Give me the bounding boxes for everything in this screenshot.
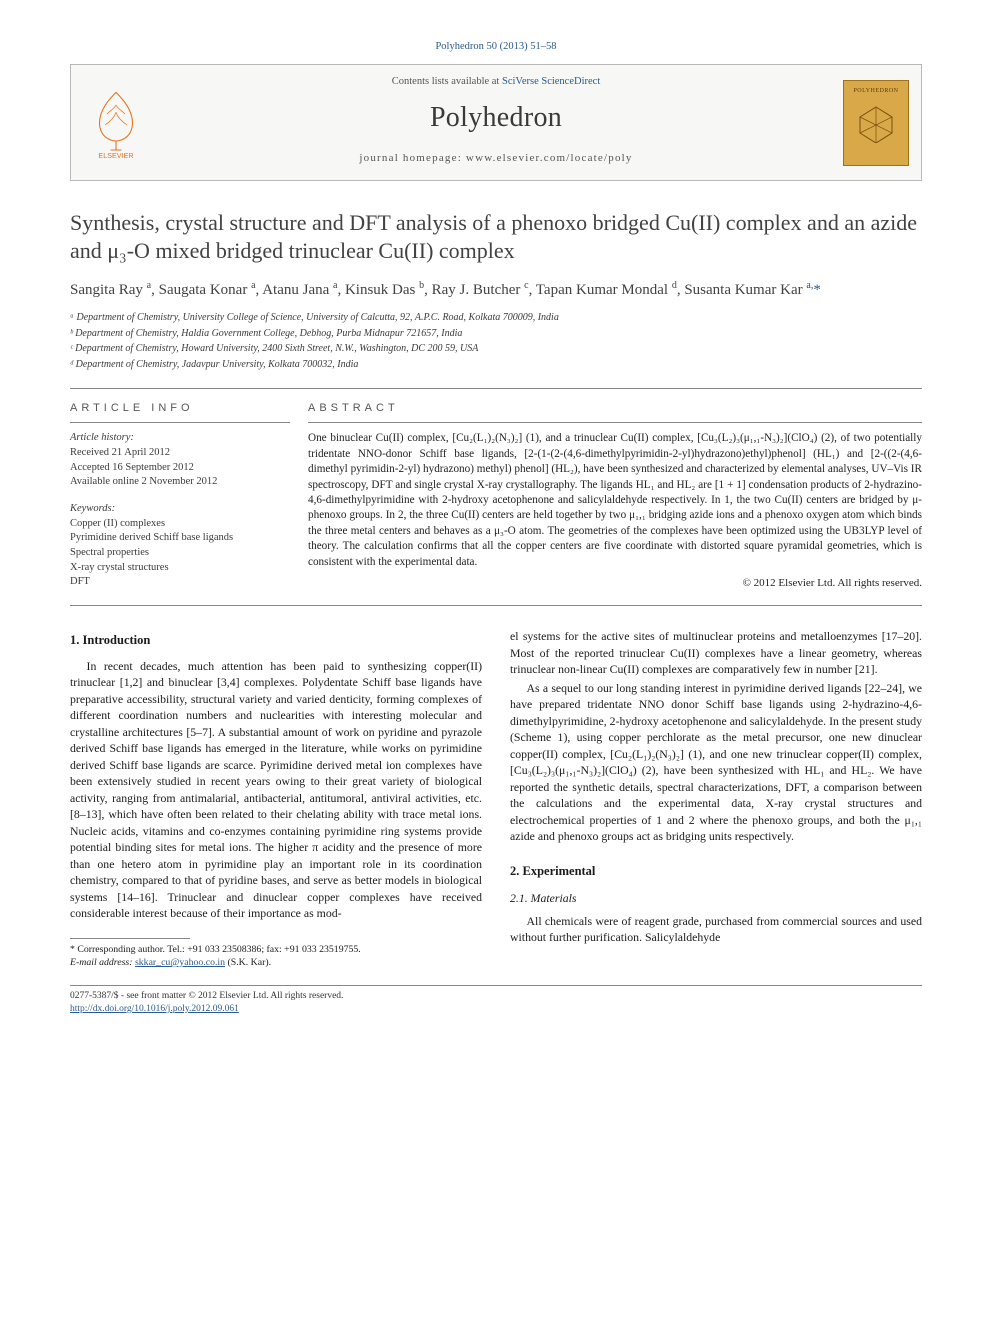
keyword-item: Spectral properties xyxy=(70,546,290,561)
keyword-item: X-ray crystal structures xyxy=(70,561,290,576)
page-footer: 0277-5387/$ - see front matter © 2012 El… xyxy=(70,985,922,1016)
contents-line: Contents lists available at SciVerse Sci… xyxy=(169,75,823,89)
journal-cover-thumb: POLYHEDRON xyxy=(831,65,921,180)
affiliation-line: ᵃ Department of Chemistry, University Co… xyxy=(70,311,922,326)
doi-link[interactable]: http://dx.doi.org/10.1016/j.poly.2012.09… xyxy=(70,1004,239,1014)
cover-title: POLYHEDRON xyxy=(853,87,898,95)
article-info-heading: ARTICLE INFO xyxy=(70,401,290,423)
intro-para-3: As a sequel to our long standing interes… xyxy=(510,680,922,845)
section-heading-experimental: 2. Experimental xyxy=(510,863,922,881)
journal-header: ELSEVIER Contents lists available at Sci… xyxy=(70,64,922,181)
abstract-text: One binuclear Cu(II) complex, [Cu₂(L₁)₂(… xyxy=(308,431,922,570)
keyword-item: DFT xyxy=(70,575,290,590)
affiliation-line: ᶜ Department of Chemistry, Howard Univer… xyxy=(70,342,922,357)
article-info-column: ARTICLE INFO Article history: Received 2… xyxy=(70,389,308,605)
footnote-rule xyxy=(70,938,190,939)
elsevier-word: ELSEVIER xyxy=(98,151,133,159)
abstract-copyright: © 2012 Elsevier Ltd. All rights reserved… xyxy=(308,576,922,591)
homepage-line: journal homepage: www.elsevier.com/locat… xyxy=(169,151,823,166)
accepted-date: Accepted 16 September 2012 xyxy=(70,461,290,476)
received-date: Received 21 April 2012 xyxy=(70,446,290,461)
corresponding-author-footnote: * Corresponding author. Tel.: +91 033 23… xyxy=(70,943,482,969)
keywords-label: Keywords: xyxy=(70,502,290,517)
abstract-column: ABSTRACT One binuclear Cu(II) complex, [… xyxy=(308,389,922,605)
elsevier-tree-icon: ELSEVIER xyxy=(84,87,148,159)
affiliation-line: ᵈ Department of Chemistry, Jadavpur Univ… xyxy=(70,358,922,373)
citation-line: Polyhedron 50 (2013) 51–58 xyxy=(70,40,922,54)
intro-para-1: In recent decades, much attention has be… xyxy=(70,658,482,922)
intro-para-2: el systems for the active sites of multi… xyxy=(510,628,922,678)
subsection-heading-materials: 2.1. Materials xyxy=(510,890,922,907)
keyword-item: Copper (II) complexes xyxy=(70,517,290,532)
affiliation-line: ᵇ Department of Chemistry, Haldia Govern… xyxy=(70,327,922,342)
materials-para-1: All chemicals were of reagent grade, pur… xyxy=(510,913,922,946)
keyword-item: Pyrimidine derived Schiff base ligands xyxy=(70,531,290,546)
polyhedron-icon xyxy=(856,103,896,143)
body-two-column: 1. Introduction In recent decades, much … xyxy=(70,628,922,971)
author-list: Sangita Ray a, Saugata Konar a, Atanu Ja… xyxy=(70,279,922,301)
online-date: Available online 2 November 2012 xyxy=(70,475,290,490)
affiliations: ᵃ Department of Chemistry, University Co… xyxy=(70,311,922,372)
journal-name: Polyhedron xyxy=(169,99,823,137)
history-label: Article history: xyxy=(70,431,290,446)
homepage-url[interactable]: www.elsevier.com/locate/poly xyxy=(466,152,633,164)
abstract-heading: ABSTRACT xyxy=(308,401,922,423)
sciencedirect-link[interactable]: SciVerse ScienceDirect xyxy=(502,76,600,87)
section-heading-intro: 1. Introduction xyxy=(70,632,482,650)
corr-email-link[interactable]: skkar_cu@yahoo.co.in xyxy=(135,957,225,968)
article-title: Synthesis, crystal structure and DFT ana… xyxy=(70,209,922,265)
issn-line: 0277-5387/$ - see front matter © 2012 El… xyxy=(70,990,343,1003)
elsevier-logo: ELSEVIER xyxy=(71,65,161,180)
